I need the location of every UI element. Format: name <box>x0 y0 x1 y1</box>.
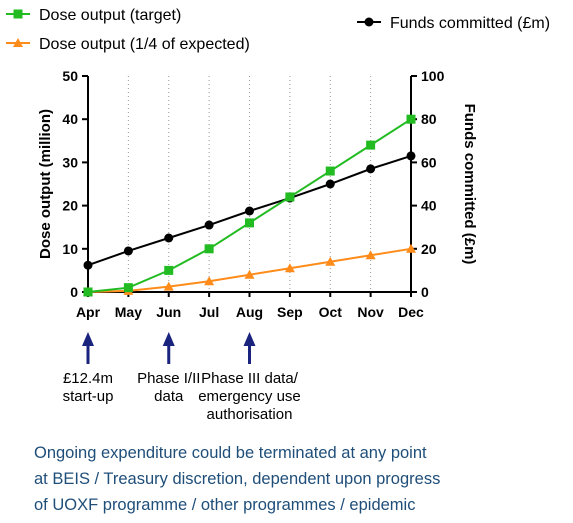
legend-marker-1 <box>13 38 23 47</box>
x-tick-label-aug: Aug <box>236 304 263 320</box>
series-0-point-aug <box>245 218 254 228</box>
annotation-1-line-0: Phase I/II <box>137 370 200 387</box>
right-tick-label-40: 40 <box>421 198 437 214</box>
annotation-1-line-1: data <box>154 388 184 405</box>
x-tick-label-jul: Jul <box>199 304 219 320</box>
series-2-point-dec <box>406 151 416 161</box>
right-tick-label-20: 20 <box>421 241 437 257</box>
series-0-point-dec <box>406 114 416 124</box>
annotation-arrow-head-1 <box>162 332 175 346</box>
annotation-2-line-0: Phase III data/ <box>201 370 299 387</box>
series-1-point-aug <box>244 269 255 279</box>
legend-label-1: Dose output (1/4 of expected) <box>39 36 250 53</box>
series-1-point-dec <box>406 243 416 253</box>
annotation-2-line-1: emergency use <box>198 388 301 405</box>
series-2-point-jun <box>164 233 174 243</box>
series-0-point-jun <box>164 265 174 275</box>
x-tick-label-jun: Jun <box>156 304 181 320</box>
x-tick-label-dec: Dec <box>398 304 424 320</box>
left-tick-label-40: 40 <box>62 111 78 127</box>
footnote-line-2: at BEIS / Treasury discretion, dependent… <box>34 470 441 488</box>
series-0-point-nov <box>366 140 376 150</box>
footnote-line-1: Ongoing expenditure could be terminated … <box>34 444 427 462</box>
annotation-arrow-head-0 <box>82 332 94 346</box>
x-tick-label-oct: Oct <box>319 304 343 320</box>
x-tick-label-nov: Nov <box>357 304 384 320</box>
left-tick-label-10: 10 <box>62 241 78 257</box>
series-1-point-jun <box>163 281 174 291</box>
x-tick-label-may: May <box>115 304 142 320</box>
series-0-point-apr <box>83 287 93 297</box>
series-1-point-sep <box>284 263 295 273</box>
series-0-point-jul <box>204 244 214 254</box>
series-2-point-apr <box>83 260 93 270</box>
legend-label-2: Funds committed (£m) <box>390 15 550 32</box>
series-0-point-sep <box>285 192 295 202</box>
left-tick-label-50: 50 <box>62 68 78 84</box>
legend-marker-2 <box>364 17 374 27</box>
annotation-0-line-1: start-up <box>63 388 114 405</box>
right-axis-title: Funds committed (£m) <box>461 104 478 265</box>
x-tick-label-apr: Apr <box>76 304 101 320</box>
annotation-arrow-head-2 <box>243 332 256 346</box>
footnote: Ongoing expenditure could be terminated … <box>34 440 554 518</box>
legend-label-0: Dose output (target) <box>39 7 181 24</box>
series-0-line <box>87 118 412 293</box>
series-2-point-aug <box>245 206 254 216</box>
footnote-line-3: of UOXF programme / other programmes / e… <box>34 496 416 514</box>
left-tick-label-20: 20 <box>62 198 78 214</box>
series-1-point-nov <box>365 250 376 260</box>
legend-marker-0 <box>13 9 23 19</box>
annotation-2-line-2: authorisation <box>207 406 293 423</box>
series-2-point-jul <box>204 220 214 230</box>
right-tick-label-100: 100 <box>421 68 445 84</box>
series-2-point-may <box>123 246 133 256</box>
right-tick-label-0: 0 <box>421 284 429 300</box>
annotation-0-line-0: £12.4m <box>63 370 113 387</box>
series-1-point-oct <box>325 256 336 266</box>
x-tick-label-sep: Sep <box>277 304 303 320</box>
left-axis-title: Dose output (million) <box>37 109 54 259</box>
right-tick-label-80: 80 <box>421 111 437 127</box>
series-2-point-nov <box>366 164 376 174</box>
right-tick-label-60: 60 <box>421 154 437 170</box>
series-2-point-oct <box>325 179 335 189</box>
left-tick-label-0: 0 <box>70 284 78 300</box>
series-0-point-may <box>123 283 133 293</box>
series-1-point-jul <box>204 276 215 286</box>
series-0-point-oct <box>325 166 335 176</box>
left-tick-label-30: 30 <box>62 154 78 170</box>
